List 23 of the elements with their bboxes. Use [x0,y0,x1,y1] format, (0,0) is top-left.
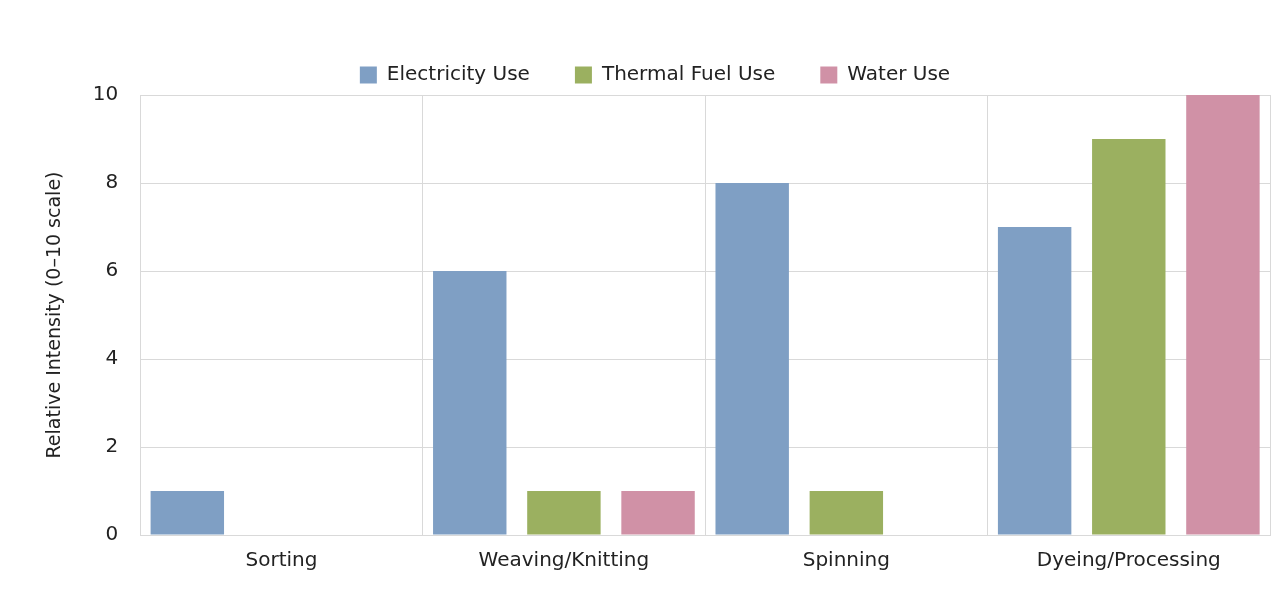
x-tick-label: Sorting [245,547,318,572]
bar [809,491,884,535]
bar [997,227,1072,535]
legend-label: Thermal Fuel Use [600,61,776,86]
y-axis-title: Relative Intensity (0–10 scale) [42,171,65,459]
y-tick-label: 8 [105,169,119,194]
bar [150,491,225,535]
x-tick-label: Dyeing/Processing [1036,547,1221,572]
x-tick-label: Weaving/Knitting [478,547,650,572]
bar [621,491,695,535]
y-tick-label: 6 [105,257,119,282]
bar [527,491,601,535]
y-tick-label: 4 [105,345,119,370]
y-tick-label: 10 [92,81,119,106]
x-tick-label: Spinning [802,547,890,572]
y-tick-label: 0 [105,521,119,546]
bar [433,271,507,535]
bar [1092,139,1166,535]
y-tick-label: 2 [105,433,119,458]
bar [1186,95,1260,535]
legend-label: Water Use [847,61,951,86]
bar [715,183,789,535]
legend-label: Electricity Use [386,61,530,86]
